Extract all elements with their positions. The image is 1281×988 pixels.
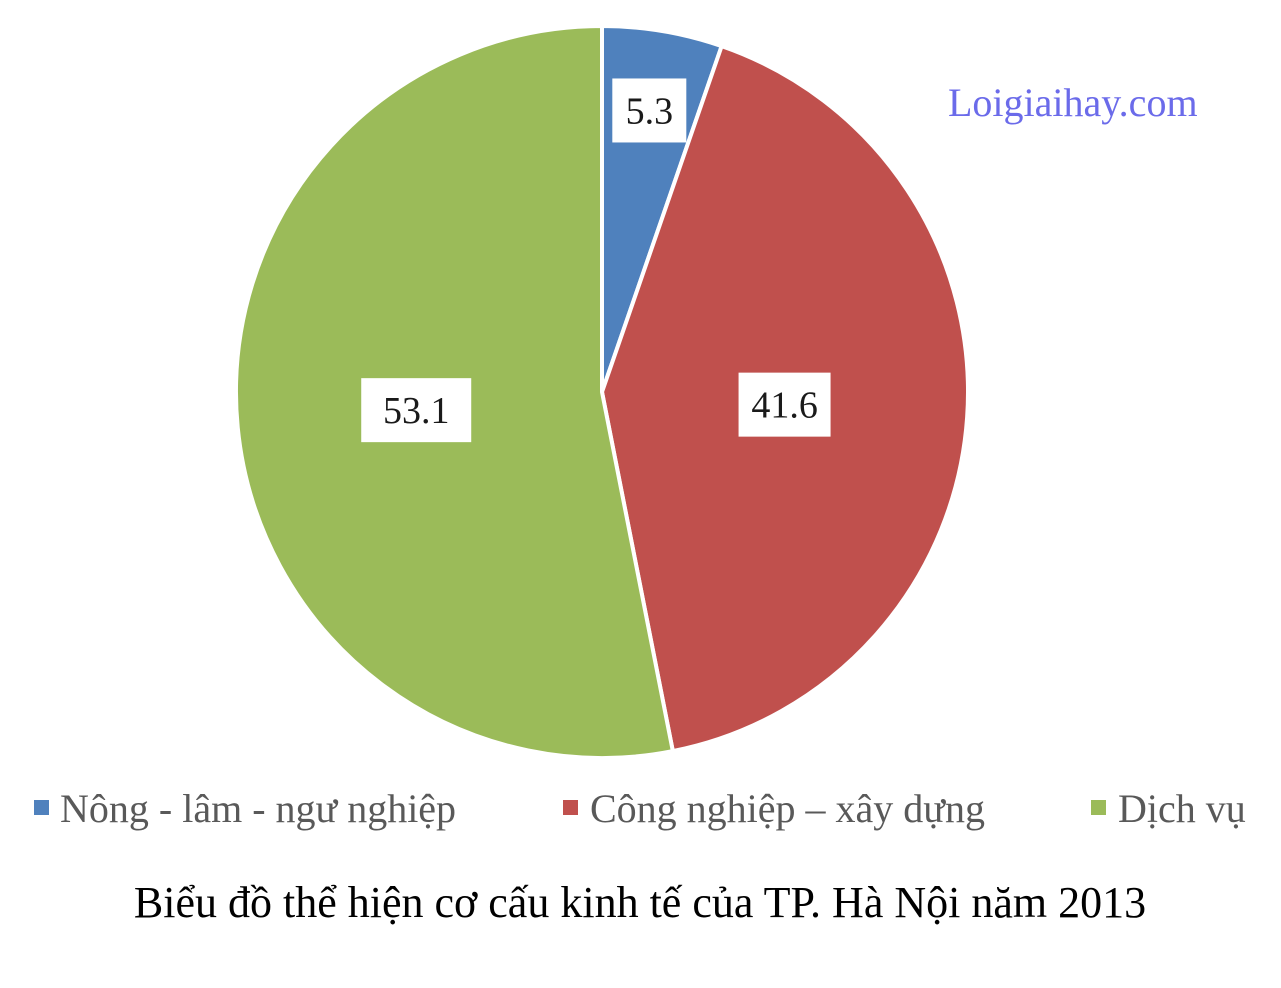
data-label-box-cong-nghiep-xay-dung xyxy=(738,372,831,437)
legend: Nông - lâm - ngư nghiệp Công nghiệp – xâ… xyxy=(34,786,1246,831)
data-label-cong-nghiep-xay-dung: 41.6 xyxy=(751,385,818,427)
legend-label-nong-lam-ngu-nghiep: Nông - lâm - ngư nghiệp xyxy=(60,786,456,831)
data-label-box-nong-lam-ngu-nghiep xyxy=(612,78,687,143)
legend-swatch-cong-nghiep-xay-dung xyxy=(563,800,578,815)
data-label-box-dich-vu xyxy=(361,378,472,443)
watermark: Loigiaihay.com xyxy=(948,80,1198,125)
pie-slices xyxy=(234,23,970,760)
data-label-nong-lam-ngu-nghiep: 5.3 xyxy=(626,90,674,132)
data-labels: 5.3 41.6 53.1 xyxy=(361,78,831,443)
data-label-dich-vu: 53.1 xyxy=(383,390,450,432)
chart-caption: Biểu đồ thể hiện cơ cấu kinh tế của TP. … xyxy=(134,878,1146,927)
legend-label-cong-nghiep-xay-dung: Công nghiệp – xây dựng xyxy=(590,786,985,831)
legend-swatch-dich-vu xyxy=(1091,800,1106,815)
legend-label-dich-vu: Dịch vụ xyxy=(1118,786,1246,831)
legend-swatch-nong-lam-ngu-nghiep xyxy=(34,800,49,815)
